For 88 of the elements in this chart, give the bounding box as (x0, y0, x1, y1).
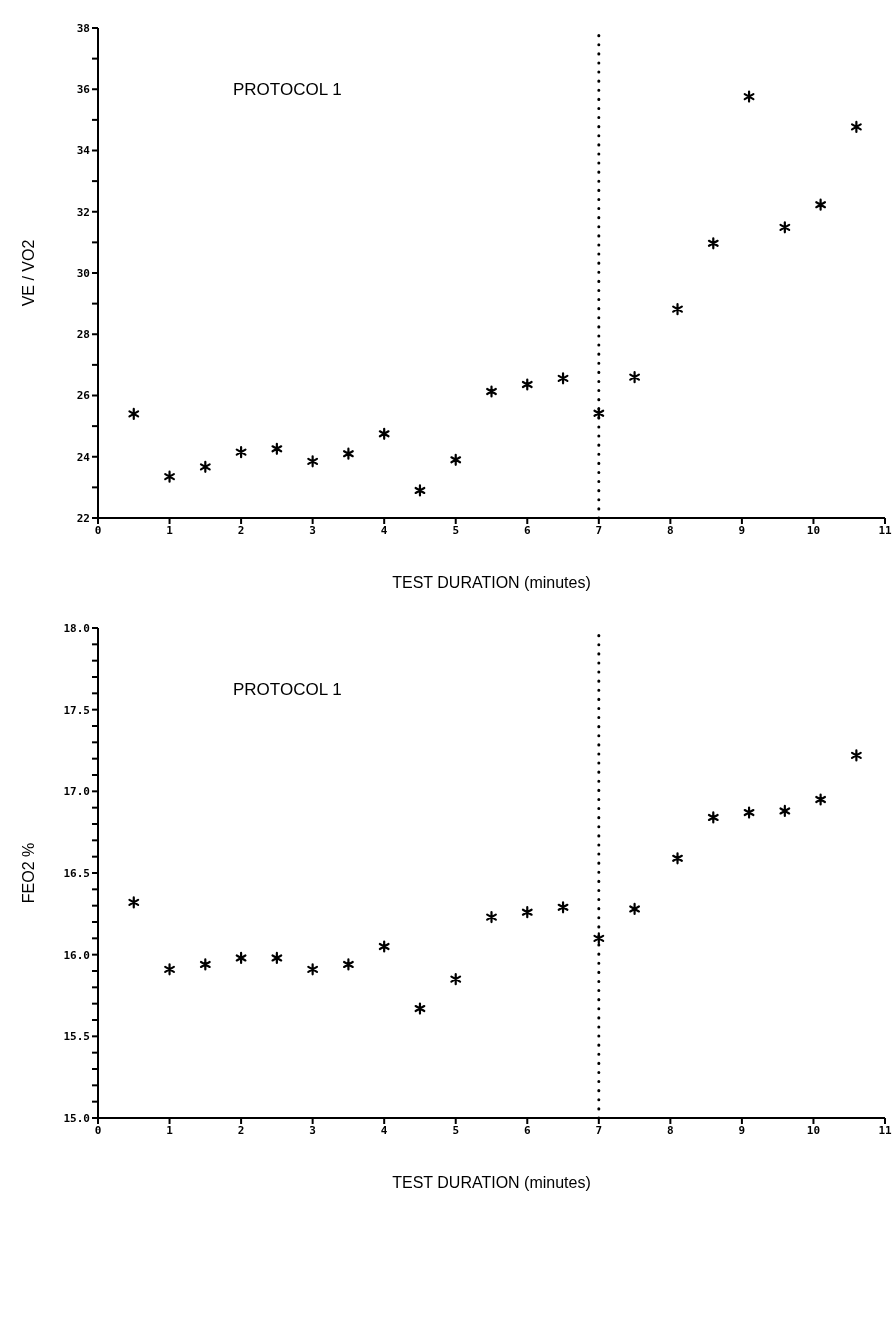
point (342, 958, 354, 971)
y-tick-label: 24 (76, 450, 91, 464)
y-axis-title: VE / VO2 (19, 239, 37, 307)
x-tick-label: 11 (878, 523, 892, 537)
x-tick-label: 6 (523, 1123, 531, 1137)
point (199, 958, 211, 971)
point (342, 447, 354, 460)
point (557, 372, 569, 385)
x-tick-label: 7 (595, 1123, 603, 1137)
x-tick-label: 8 (667, 1123, 674, 1137)
y-tick-label: 32 (76, 205, 90, 219)
annotation: PROTOCOL 1 (233, 680, 342, 700)
point (743, 90, 755, 103)
y-tick-label: 16.5 (63, 866, 90, 880)
point (521, 378, 533, 391)
point (450, 453, 462, 466)
point (815, 793, 827, 806)
point (378, 427, 390, 440)
x-tick-label: 3 (309, 523, 316, 537)
point (235, 951, 247, 965)
x-tick-label: 5 (452, 1123, 460, 1137)
point (128, 896, 140, 909)
x-tick-label: 2 (237, 523, 245, 537)
point (850, 120, 862, 134)
point (307, 963, 319, 976)
point (557, 901, 569, 914)
y-tick-label: 15.5 (63, 1030, 90, 1044)
point (450, 973, 462, 986)
point (593, 932, 605, 945)
point (672, 303, 683, 316)
y-tick-label: 16.0 (63, 948, 90, 962)
point (521, 906, 533, 919)
x-axis-title: TEST DURATION (minutes) (392, 574, 591, 591)
point (271, 951, 283, 965)
point (629, 371, 641, 384)
point (235, 446, 247, 459)
point (378, 940, 390, 953)
point (707, 811, 719, 824)
x-tick-label: 9 (738, 523, 746, 537)
point (414, 1002, 426, 1015)
y-tick-label: 30 (76, 266, 90, 280)
x-tick-label: 5 (452, 523, 460, 537)
y-tick-label: 18.0 (63, 621, 90, 635)
point (593, 407, 605, 420)
point (128, 407, 140, 420)
x-tick-label: 4 (380, 523, 388, 537)
x-tick-label: 8 (667, 523, 674, 537)
x-tick-label: 0 (94, 523, 102, 537)
point (307, 455, 319, 468)
annotation: PROTOCOL 1 (233, 80, 342, 100)
y-tick-label: 38 (76, 21, 90, 35)
point (486, 385, 497, 398)
y-tick-label: 28 (76, 328, 90, 342)
y-tick-label: 22 (76, 511, 90, 525)
point (164, 470, 175, 483)
x-tick-label: 1 (166, 1123, 174, 1137)
point (850, 749, 862, 762)
x-tick-label: 10 (806, 523, 821, 537)
point (271, 442, 283, 455)
x-tick-label: 0 (94, 1123, 102, 1137)
point (779, 804, 791, 818)
y-tick-label: 17.0 (63, 785, 90, 799)
point (414, 484, 426, 497)
point (672, 852, 683, 865)
y-axis-title: FEO2 % (19, 842, 37, 904)
x-tick-label: 10 (806, 1123, 821, 1137)
x-tick-label: 7 (595, 523, 603, 537)
y-tick-label: 34 (76, 144, 91, 158)
point (486, 911, 497, 924)
point (779, 221, 791, 234)
point (629, 902, 641, 916)
x-tick-label: 2 (237, 1123, 245, 1137)
x-tick-label: 9 (738, 1123, 746, 1137)
x-axis-title: TEST DURATION (minutes) (392, 1174, 591, 1191)
x-tick-label: 6 (523, 523, 531, 537)
y-tick-label: 26 (76, 389, 91, 403)
point (743, 806, 755, 819)
x-tick-label: 11 (878, 1123, 892, 1137)
point (199, 460, 211, 473)
y-tick-label: 15.0 (63, 1111, 90, 1125)
point (707, 237, 719, 250)
y-tick-label: 17.5 (63, 703, 90, 717)
x-tick-label: 3 (309, 1123, 316, 1137)
x-tick-label: 1 (166, 523, 174, 537)
x-tick-label: 4 (380, 1123, 388, 1137)
point (815, 198, 827, 211)
point (164, 963, 175, 976)
y-tick-label: 36 (76, 83, 91, 97)
